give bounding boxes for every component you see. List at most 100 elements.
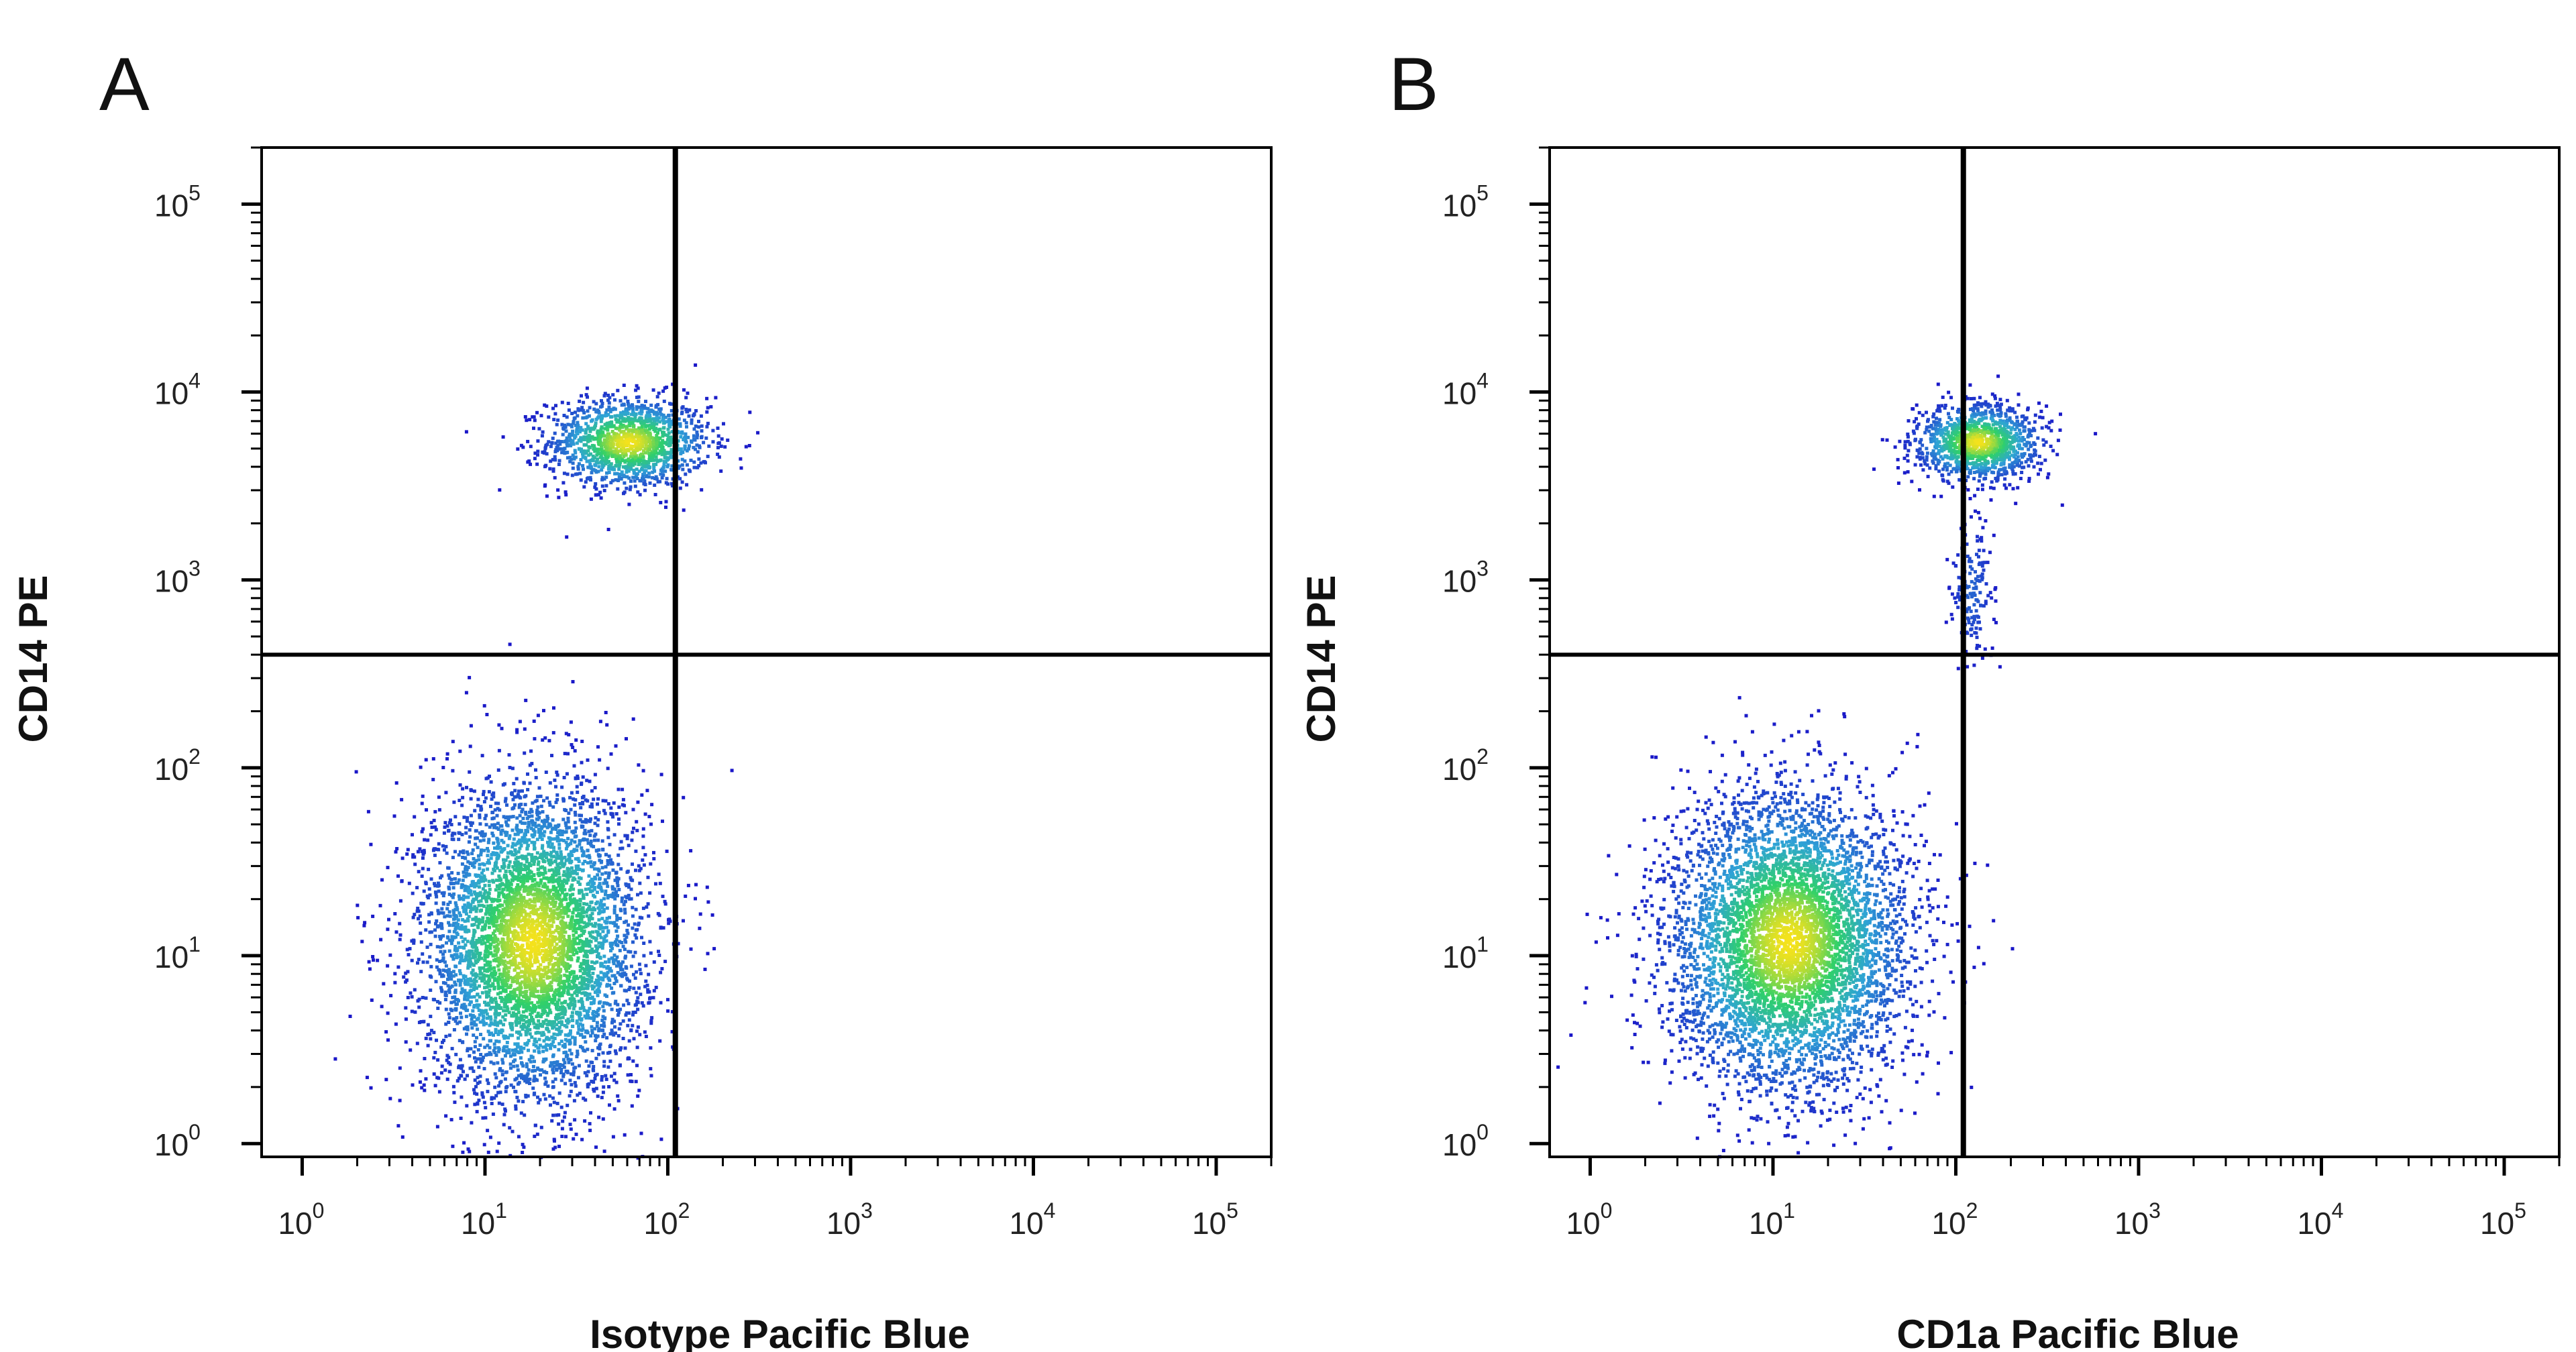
data-point xyxy=(623,412,626,416)
data-point xyxy=(452,881,455,885)
data-point xyxy=(612,1072,616,1076)
data-point xyxy=(633,451,637,455)
data-point xyxy=(497,723,501,727)
data-point xyxy=(473,809,477,813)
data-point xyxy=(603,422,607,427)
data-point xyxy=(638,968,642,972)
data-point xyxy=(541,430,545,434)
data-point xyxy=(722,422,725,426)
data-point xyxy=(661,426,665,430)
data-point xyxy=(460,936,464,939)
data-point xyxy=(521,974,525,978)
data-point xyxy=(488,1135,492,1139)
data-point xyxy=(610,991,614,995)
data-point xyxy=(531,1064,535,1068)
data-point xyxy=(528,1077,532,1081)
data-point xyxy=(664,455,668,459)
data-point xyxy=(497,748,501,752)
data-point xyxy=(477,1065,481,1069)
data-point xyxy=(588,1129,592,1133)
data-point xyxy=(440,907,444,911)
data-point xyxy=(365,1076,369,1080)
data-point xyxy=(648,940,652,944)
data-point xyxy=(648,891,652,895)
data-point xyxy=(665,849,669,853)
data-point xyxy=(530,1035,534,1039)
data-point xyxy=(647,815,651,819)
data-point xyxy=(697,419,700,423)
data-point xyxy=(452,913,456,917)
data-point xyxy=(537,427,541,431)
data-point xyxy=(557,1122,561,1126)
data-point xyxy=(570,473,574,477)
data-point xyxy=(629,463,633,467)
data-point xyxy=(656,431,659,435)
data-point xyxy=(667,413,671,417)
data-point xyxy=(531,929,535,934)
data-point xyxy=(568,1123,572,1127)
data-point xyxy=(489,1039,492,1043)
data-point xyxy=(657,451,660,455)
data-point xyxy=(465,1104,469,1108)
data-point xyxy=(643,406,647,410)
data-point xyxy=(602,1032,606,1036)
data-point xyxy=(567,408,571,412)
data-point xyxy=(501,1061,505,1065)
data-point xyxy=(664,481,668,485)
data-point xyxy=(643,488,647,492)
data-point xyxy=(429,964,433,968)
data-point xyxy=(641,858,645,862)
data-point xyxy=(634,1080,638,1084)
data-point xyxy=(594,463,598,467)
data-point xyxy=(464,826,468,830)
data-point xyxy=(632,413,636,417)
data-point xyxy=(624,899,627,903)
data-point xyxy=(667,422,672,426)
data-point xyxy=(578,471,582,475)
data-point xyxy=(644,451,648,455)
data-point xyxy=(589,1111,592,1115)
data-point xyxy=(699,461,703,465)
data-point xyxy=(460,885,464,889)
data-point xyxy=(598,945,602,949)
data-point xyxy=(478,822,482,826)
data-point xyxy=(596,745,600,749)
data-point xyxy=(599,899,603,903)
data-point xyxy=(638,479,642,483)
data-point xyxy=(532,862,536,866)
data-point xyxy=(393,972,397,976)
data-point xyxy=(495,1149,499,1153)
data-point xyxy=(681,450,685,454)
data-point xyxy=(707,444,711,448)
data-point xyxy=(433,882,436,886)
data-point xyxy=(657,391,661,395)
data-point xyxy=(451,886,455,890)
data-point xyxy=(561,962,566,965)
data-point xyxy=(598,447,602,451)
data-point xyxy=(611,868,615,872)
data-point xyxy=(739,466,743,470)
data-point xyxy=(500,1103,504,1107)
data-point xyxy=(568,826,571,830)
data-point xyxy=(598,932,602,936)
data-point xyxy=(533,1123,537,1127)
data-point xyxy=(553,900,557,904)
data-point xyxy=(610,861,614,865)
data-point xyxy=(434,980,438,984)
data-point xyxy=(592,447,596,451)
data-point xyxy=(585,977,589,981)
data-point xyxy=(700,429,704,433)
data-point xyxy=(449,1118,453,1122)
data-point xyxy=(623,450,627,454)
data-point xyxy=(551,1026,555,1030)
data-point xyxy=(568,1048,572,1052)
data-point xyxy=(432,1056,436,1060)
data-point xyxy=(605,723,609,727)
data-point xyxy=(584,887,588,891)
data-point xyxy=(496,913,500,917)
data-point xyxy=(483,941,487,945)
data-point xyxy=(610,455,614,458)
data-point xyxy=(564,858,568,862)
data-point xyxy=(394,1022,398,1026)
data-point xyxy=(495,813,499,818)
